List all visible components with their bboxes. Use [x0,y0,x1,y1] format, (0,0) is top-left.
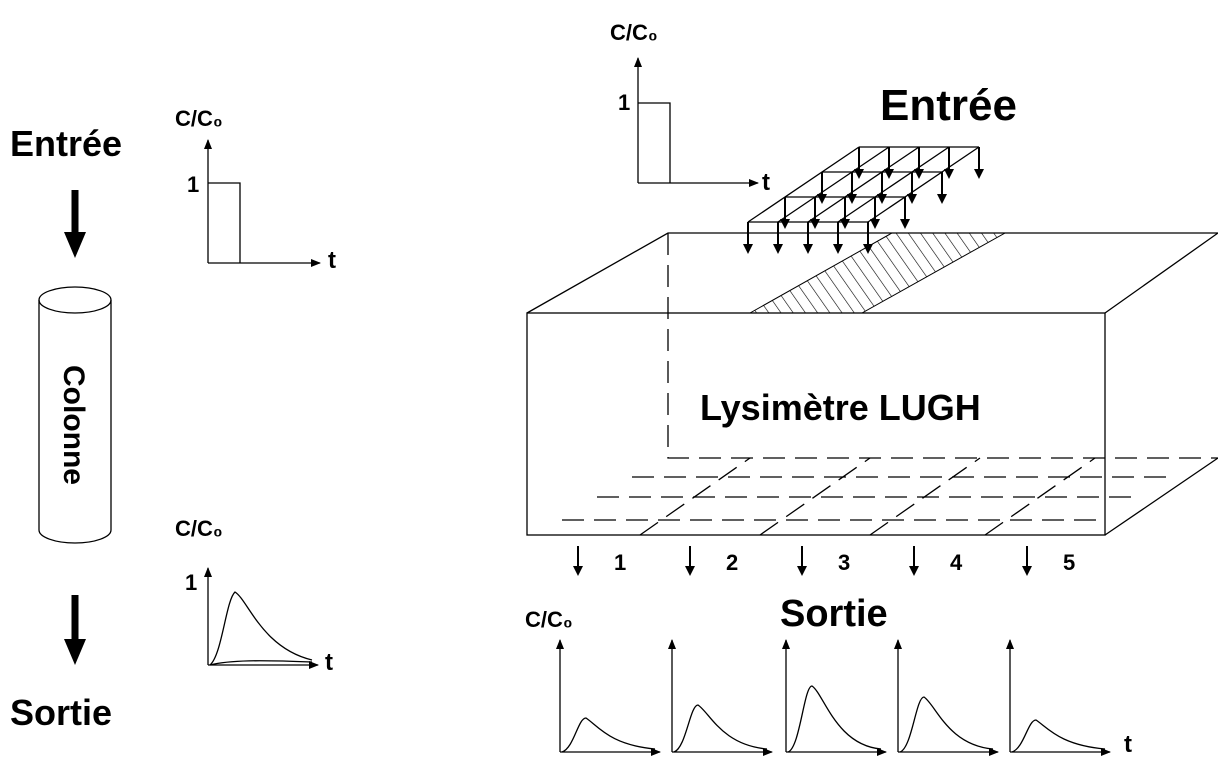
x-label: t [328,247,336,274]
grid-line [807,146,920,223]
outlets: 1 2 3 4 5 [573,546,1075,576]
curve [787,685,882,753]
y-label: C/C₀ [525,607,573,632]
lysimeter [526,232,1218,536]
curve [561,717,656,753]
curve [673,704,768,753]
outlet-label: 5 [1063,550,1075,575]
output-graph [204,567,319,669]
y-tick: 1 [187,172,199,197]
grid-line [747,146,860,223]
output-label: Sortie [10,692,112,733]
outlet-label: 3 [838,550,850,575]
input-label: Entrée [10,123,122,164]
y-label: C/C₀ [175,106,223,131]
grid-line [777,146,890,223]
lysimeter-label: Lysimètre LUGH [700,387,981,428]
y-tick: 1 [618,90,630,115]
input-graph [204,139,321,267]
column [38,286,112,544]
y-tick: 1 [185,570,197,595]
output-graphs [556,639,1111,756]
y-label: C/C₀ [610,20,658,45]
output-graph [782,639,887,756]
x-label: t [325,649,333,676]
column-label: Colonne [57,365,90,485]
outlet-label: 4 [950,550,963,575]
y-label: C/C₀ [175,516,223,541]
curve [1011,719,1106,753]
x-label: t [762,169,770,196]
input-graph [634,57,759,187]
input-label: Entrée [880,81,1017,130]
x-label: t [1124,731,1132,758]
output-graph [1006,639,1111,756]
output-label: Sortie [780,593,888,635]
output-graph [894,639,999,756]
outlet-label: 1 [614,550,626,575]
grid-line [837,146,950,223]
grid-line [867,146,980,223]
curve [899,696,994,753]
input-grid [743,146,984,254]
outlet-label: 2 [726,550,738,575]
output-graph [556,639,661,756]
output-graph [668,639,773,756]
